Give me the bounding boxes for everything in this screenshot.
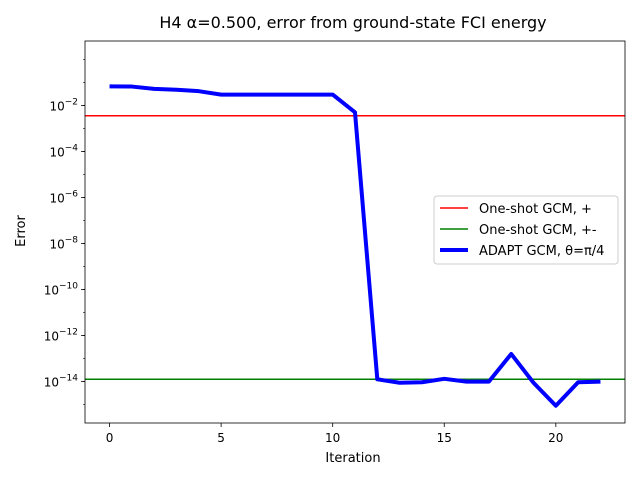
legend-label-1: One-shot GCM, +- [479, 223, 597, 238]
y-axis-label: Error [14, 215, 29, 247]
legend: One-shot GCM, + One-shot GCM, +- ADAPT GCM… [433, 195, 619, 265]
chart-title: H4 α=0.500, error from ground-state FCI … [159, 13, 546, 32]
series-line-0 [109, 84, 601, 408]
legend-label-2: ADAPT GCM, θ=π/4 [479, 244, 604, 259]
y-tick-label-4: 10−6 [49, 189, 78, 205]
y-tick-label-5: 10−4 [49, 143, 78, 159]
y-tick-label-3: 10−8 [49, 236, 78, 252]
y-tick-label-0: 10−14 [44, 374, 79, 390]
x-axis-label: Iteration [325, 451, 380, 466]
x-tick-label-4: 20 [548, 431, 563, 445]
x-tick-label-2: 10 [325, 431, 340, 445]
y-tick-label-2: 10−10 [44, 282, 79, 298]
x-tick-label-1: 5 [217, 431, 225, 445]
plot-frame [84, 40, 626, 424]
x-tick-label-0: 0 [106, 431, 114, 445]
plot-area: 10−14 10−12 10−10 10−8 10−6 10−4 10−2 0 5 10 15 20 [44, 40, 626, 445]
y-tick-label-6: 10−2 [49, 97, 78, 113]
x-tick-label-3: 15 [437, 431, 452, 445]
legend-box [433, 195, 619, 265]
y-tick-label-1: 10−12 [44, 328, 78, 344]
legend-label-0: One-shot GCM, + [479, 202, 592, 217]
